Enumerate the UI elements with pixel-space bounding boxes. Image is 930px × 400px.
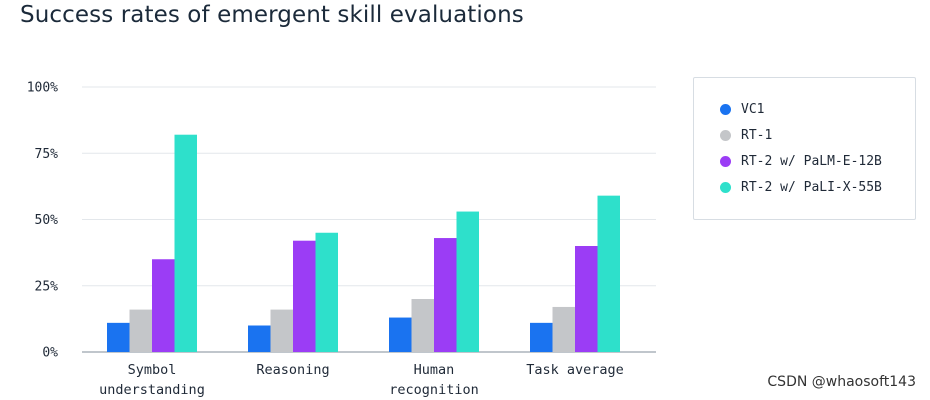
bar: [129, 309, 152, 352]
bar: [107, 322, 130, 352]
legend-label: RT-2 w/ PaLM-E-12B: [741, 153, 882, 169]
bar: [552, 306, 575, 352]
y-tick-label: 50%: [35, 213, 59, 228]
bar: [248, 325, 271, 352]
x-tick-label: Human: [414, 362, 455, 378]
legend-item: RT-2 w/ PaLM-E-12B: [720, 148, 915, 174]
bar: [174, 134, 197, 352]
legend-swatch: [720, 129, 731, 141]
legend-item: RT-2 w/ PaLI-X-55B: [720, 174, 915, 200]
x-tick-label: Task average: [526, 362, 624, 378]
y-tick-label: 0%: [42, 346, 58, 361]
x-tick-label: understanding: [99, 382, 205, 398]
legend-swatch: [720, 155, 731, 167]
legend-swatch: [720, 181, 731, 193]
bar: [530, 322, 553, 352]
x-tick-label: Reasoning: [256, 362, 329, 378]
legend-swatch: [720, 103, 731, 115]
bar: [315, 232, 338, 352]
legend-label: RT-2 w/ PaLI-X-55B: [741, 179, 882, 195]
bar: [434, 238, 457, 352]
bar: [152, 259, 175, 352]
x-axis-tick-labels: Symbol understanding Reasoning Human recogni…: [99, 362, 624, 398]
bar: [597, 195, 620, 352]
x-tick-label: recognition: [389, 382, 478, 398]
bar: [456, 211, 479, 352]
legend: VC1 RT-1 RT-2 w/ PaLM-E-12B RT-2 w/ PaLI-X-…: [693, 77, 916, 220]
bars: [107, 134, 620, 352]
legend-label: RT-1: [741, 127, 773, 143]
bar: [411, 299, 434, 352]
watermark: CSDN @whaosoft143: [767, 374, 916, 390]
legend-item: RT-1: [720, 122, 915, 148]
legend-label: VC1: [741, 101, 765, 117]
y-tick-label: 100%: [27, 81, 58, 96]
y-tick-label: 25%: [35, 279, 59, 294]
x-tick-label: Symbol: [128, 362, 177, 378]
bar: [293, 240, 316, 352]
y-axis-tick-labels: 0% 25% 50% 75% 100%: [27, 81, 58, 361]
y-tick-label: 75%: [35, 147, 59, 162]
chart-title: Success rates of emergent skill evaluati…: [20, 2, 524, 28]
bar: [270, 309, 293, 352]
bar: [389, 317, 412, 352]
legend-item: VC1: [720, 96, 915, 122]
bar: [575, 246, 598, 352]
